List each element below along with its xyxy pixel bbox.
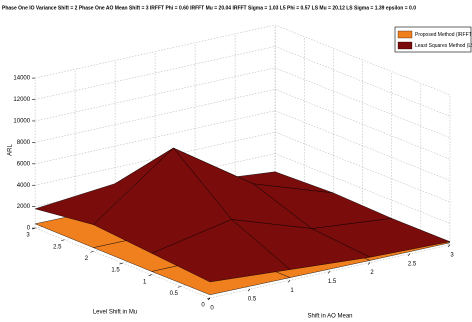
- tick-mark: [148, 274, 152, 276]
- tick-mark: [32, 227, 36, 230]
- tick-mark: [367, 262, 371, 265]
- grid-line: [275, 24, 451, 96]
- y-axis-label: Level Shift in Mu: [93, 310, 137, 316]
- x-tick-label: 3: [450, 252, 454, 258]
- tick-mark: [327, 271, 331, 274]
- grid-line: [35, 24, 276, 79]
- tick-mark: [447, 244, 451, 248]
- z-axis-label: ARL: [8, 144, 14, 156]
- legend-label: Least Squares Method (LS: [415, 43, 472, 49]
- x-tick-label: 2: [370, 270, 374, 276]
- z-tick-label: 6000: [17, 161, 31, 167]
- tick-mark: [247, 288, 251, 292]
- chart-title: Phase One IO Variance Shift = 2 Phase On…: [2, 5, 416, 11]
- y-tick-label: 0.5: [170, 291, 179, 297]
- z-tick-label: 2000: [17, 204, 31, 210]
- grid-line: [35, 67, 276, 122]
- z-tick-label: 0: [27, 226, 31, 232]
- z-tick-label: 4000: [17, 183, 31, 189]
- x-tick-label: 1.5: [328, 279, 337, 285]
- legend-swatch: [397, 30, 413, 39]
- y-tick-label: 3: [26, 233, 30, 239]
- x-axis-label: Shift in AO Mean: [307, 314, 352, 320]
- z-tick-label: 14000: [13, 76, 30, 82]
- surface-patch: [151, 219, 291, 283]
- x-tick-label: 2.5: [408, 261, 417, 267]
- y-tick-label: 1: [143, 279, 147, 285]
- y-tick-label: 2: [85, 256, 89, 262]
- y-tick-label: 2.5: [53, 244, 62, 250]
- grid-line: [275, 46, 451, 117]
- grid-line: [35, 46, 276, 100]
- y-tick-label: 0: [201, 303, 205, 309]
- legend-label: Proposed Method (IRFFT: [415, 32, 472, 38]
- grid-line: [35, 89, 276, 143]
- tick-mark: [206, 297, 211, 300]
- grid-line: [275, 67, 451, 138]
- grid-line: [275, 89, 451, 160]
- z-tick-label: 8000: [17, 140, 31, 146]
- tick-mark: [90, 251, 94, 253]
- tick-mark: [119, 262, 123, 265]
- y-tick-label: 1.5: [111, 268, 120, 274]
- z-tick-label: 12000: [13, 97, 30, 103]
- legend-swatch: [397, 41, 413, 50]
- tick-mark: [287, 280, 291, 283]
- tick-mark: [407, 253, 411, 256]
- z-tick-label: 10000: [13, 119, 30, 125]
- tick-mark: [177, 286, 181, 288]
- tick-mark: [61, 239, 65, 242]
- x-tick-label: 0.5: [248, 297, 257, 303]
- x-tick-label: 1: [290, 288, 294, 294]
- x-tick-label: 0: [210, 306, 214, 312]
